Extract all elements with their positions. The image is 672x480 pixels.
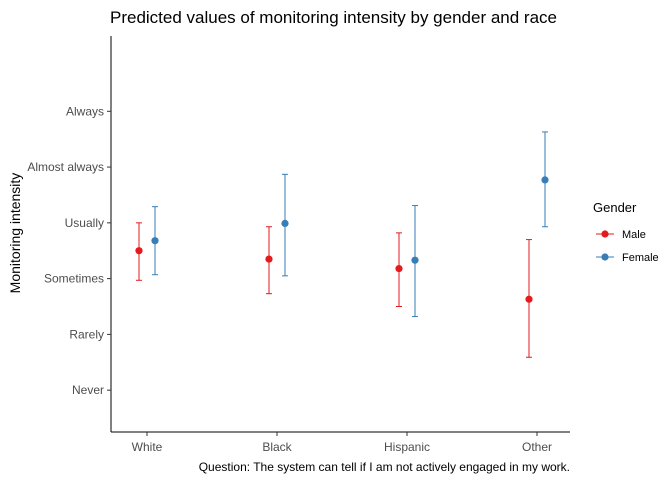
- x-axis: White Black Hispanic Other: [111, 431, 570, 454]
- data-point: [281, 219, 289, 228]
- errorbar-female-hispanic: [411, 205, 419, 318]
- y-tick-label: Never: [72, 383, 104, 397]
- errorbar-male-hispanic: [395, 232, 403, 308]
- legend-key-point: [601, 230, 609, 238]
- legend-item-female: Female: [596, 252, 659, 264]
- legend-key-point: [601, 253, 609, 261]
- errorbar-female-white: [151, 206, 159, 276]
- y-tick-label: Sometimes: [44, 272, 104, 286]
- y-tick-label: Usually: [65, 216, 104, 230]
- chart-title: Predicted values of monitoring intensity…: [110, 8, 557, 27]
- legend-label: Female: [622, 252, 659, 264]
- legend-title: Gender: [593, 200, 637, 215]
- x-tick-label: White: [132, 440, 163, 454]
- y-axis-title: Monitoring intensity: [7, 173, 23, 294]
- errorbar-female-other: [541, 131, 549, 228]
- y-tick-label: Always: [66, 104, 104, 118]
- data-point: [151, 237, 159, 245]
- y-axis: Never Rarely Sometimes Usually Almost always…: [27, 36, 112, 432]
- errorbar-female-black: [281, 173, 289, 277]
- errorbar-male-white: [135, 222, 143, 281]
- data-point: [395, 264, 403, 273]
- errorbar-male-other: [525, 239, 533, 358]
- legend-item-male: Male: [596, 229, 646, 241]
- data-point: [525, 295, 533, 303]
- legend-label: Male: [622, 229, 646, 241]
- errorbar-male-black: [265, 226, 273, 295]
- data-point: [135, 247, 143, 255]
- data-point: [411, 256, 419, 264]
- plot-marks: [135, 131, 549, 358]
- legend: Gender Male Female: [593, 200, 659, 264]
- y-tick-label: Almost always: [27, 160, 104, 174]
- x-tick-label: Hispanic: [384, 440, 430, 454]
- x-tick-label: Black: [262, 440, 292, 454]
- chart-caption: Question: The system can tell if I am no…: [199, 460, 570, 474]
- x-tick-label: Other: [522, 440, 552, 454]
- data-point: [265, 255, 273, 263]
- data-point: [541, 176, 549, 184]
- y-tick-label: Rarely: [69, 327, 104, 341]
